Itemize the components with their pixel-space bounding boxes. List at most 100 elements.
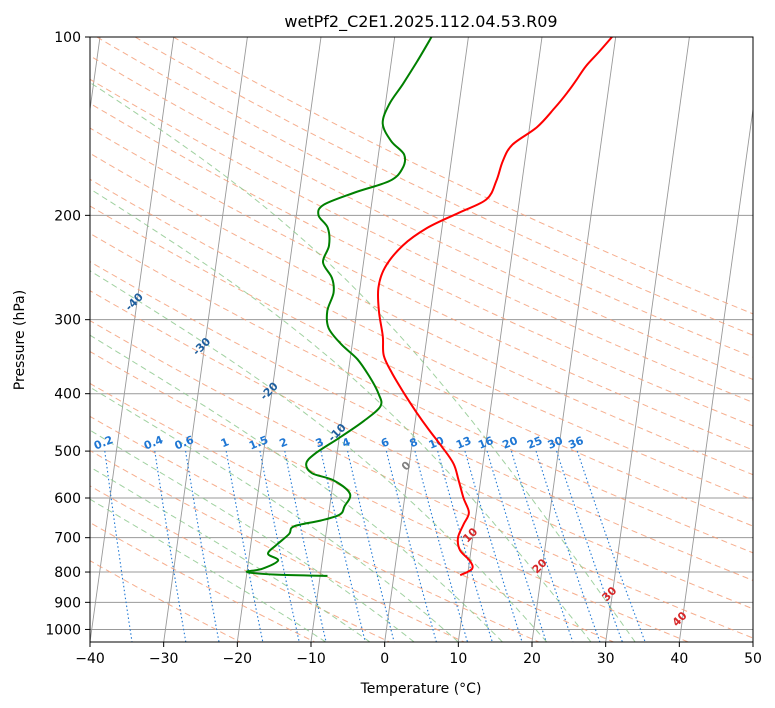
plot-area: 0.10.20.40.611.52346810131620253036-100-… bbox=[0, 37, 753, 642]
isotherm-label: -60 bbox=[0, 201, 11, 224]
mixing-ratio-line bbox=[154, 451, 187, 642]
isotherm bbox=[457, 37, 543, 642]
mixing-ratio-line bbox=[535, 450, 601, 642]
isotherm bbox=[384, 37, 469, 642]
mixing-ratio-label: 0.4 bbox=[142, 433, 165, 452]
y-tick-label: 600 bbox=[54, 491, 81, 507]
mixing-ratio-line bbox=[259, 450, 300, 642]
isotherm-label: -50 bbox=[55, 246, 78, 269]
moist-adiabat bbox=[90, 386, 459, 642]
isotherm-label: 20 bbox=[530, 556, 550, 576]
mixing-ratio-line bbox=[185, 451, 220, 642]
x-tick-label: 20 bbox=[523, 651, 541, 667]
isotherm bbox=[752, 638, 753, 642]
isotherm-label: -20 bbox=[258, 379, 281, 402]
y-tick-label: 700 bbox=[54, 531, 81, 547]
mixing-ratio-label: 4 bbox=[340, 435, 352, 450]
dry-adiabat bbox=[90, 102, 753, 427]
x-tick-label: 30 bbox=[597, 651, 615, 667]
dewpoint-profile-line bbox=[245, 37, 433, 577]
mixing-ratio-line bbox=[320, 450, 366, 642]
mixing-ratio-line bbox=[414, 450, 469, 642]
moist-adiabat bbox=[90, 334, 503, 642]
isotherm-label: -30 bbox=[190, 335, 213, 358]
x-tick-label: 0 bbox=[380, 651, 389, 667]
isotherm bbox=[605, 37, 690, 642]
dry-adiabat bbox=[90, 205, 753, 527]
dry-adiabat bbox=[90, 55, 753, 381]
mixing-ratio-label: 16 bbox=[476, 434, 495, 452]
dry-adiabat bbox=[96, 37, 753, 358]
x-tick-label: −30 bbox=[149, 651, 179, 667]
dry-adiabat bbox=[90, 485, 390, 642]
isotherm-label: 0 bbox=[399, 459, 414, 474]
dry-adiabat bbox=[172, 37, 753, 315]
mixing-ratio-line bbox=[510, 450, 574, 642]
dry-adiabat bbox=[90, 382, 614, 642]
mixing-ratio-label: 2 bbox=[277, 435, 289, 450]
y-axis-title: Pressure (hPa) bbox=[12, 290, 28, 390]
mixing-ratio-line bbox=[464, 450, 523, 642]
isotherm-label: 40 bbox=[670, 609, 690, 629]
dry-adiabat bbox=[90, 350, 689, 642]
y-tick-label: 400 bbox=[54, 387, 81, 403]
isotherm bbox=[531, 37, 617, 642]
mixing-ratio-label: 20 bbox=[501, 434, 520, 452]
temperature-profile-line bbox=[376, 37, 613, 577]
mixing-ratio-label: 3 bbox=[314, 435, 326, 450]
mixing-ratio-line bbox=[576, 450, 646, 642]
isotherm bbox=[678, 105, 753, 642]
dry-adiabat bbox=[90, 290, 753, 610]
x-tick-label: −40 bbox=[75, 651, 105, 667]
x-tick-label: −20 bbox=[223, 651, 253, 667]
y-tick-label: 800 bbox=[54, 565, 81, 581]
dry-adiabat bbox=[90, 78, 753, 403]
moist-adiabat bbox=[90, 270, 548, 642]
mixing-ratio-line bbox=[347, 450, 395, 642]
mixing-ratio-line bbox=[556, 450, 623, 642]
y-tick-label: 100 bbox=[54, 30, 81, 46]
dry-adiabat bbox=[90, 449, 465, 642]
mixing-ratio-line bbox=[104, 451, 133, 642]
mixing-ratio-label: 8 bbox=[408, 435, 420, 450]
mixing-ratio-label: 36 bbox=[566, 434, 585, 452]
isotherm-label: 30 bbox=[599, 584, 619, 604]
y-tick-label: 500 bbox=[54, 444, 81, 460]
dry-adiabat bbox=[90, 127, 753, 451]
dry-adiabat bbox=[90, 152, 753, 476]
mixing-ratio-line bbox=[385, 450, 437, 642]
isotherm bbox=[236, 37, 322, 642]
mixing-ratio-line bbox=[284, 450, 327, 642]
chart-title: wetPf2_C2E1.2025.112.04.53.R09 bbox=[284, 12, 557, 32]
moist-adiabat bbox=[90, 466, 371, 642]
y-tick-label: 900 bbox=[54, 595, 81, 611]
y-tick-label: 300 bbox=[54, 313, 81, 329]
dry-adiabat bbox=[90, 415, 540, 642]
dry-adiabat bbox=[90, 232, 753, 554]
moist-adiabat bbox=[90, 188, 592, 642]
moist-adiabat bbox=[90, 81, 636, 642]
x-tick-label: −10 bbox=[296, 651, 326, 667]
isotherm-label: -40 bbox=[123, 290, 146, 313]
mixing-ratio-label: 0.2 bbox=[92, 433, 115, 452]
mixing-ratio-line bbox=[486, 450, 547, 642]
mixing-ratio-line bbox=[225, 450, 264, 642]
dry-adiabat bbox=[90, 178, 753, 501]
mixing-ratio-label: 1 bbox=[219, 435, 231, 450]
x-tick-label: 50 bbox=[744, 651, 762, 667]
x-tick-label: 40 bbox=[670, 651, 688, 667]
dry-adiabat bbox=[90, 320, 753, 639]
dry-adiabat bbox=[90, 522, 315, 642]
y-tick-label: 200 bbox=[54, 208, 81, 224]
dry-adiabat bbox=[134, 37, 753, 336]
mixing-ratio-label: 25 bbox=[525, 434, 544, 452]
axes: −40 −30 −20 −10 0 10 20 30 40 5010020030040050060… bbox=[45, 30, 762, 667]
mixing-ratio-label: 30 bbox=[546, 434, 565, 452]
dry-adiabat bbox=[90, 261, 753, 581]
isotherm bbox=[163, 37, 248, 642]
isotherm-label: 10 bbox=[460, 525, 480, 545]
isotherm bbox=[90, 37, 101, 113]
x-tick-label: 10 bbox=[449, 651, 467, 667]
plot-frame bbox=[89, 36, 754, 643]
y-tick-label: 1000 bbox=[45, 622, 81, 638]
